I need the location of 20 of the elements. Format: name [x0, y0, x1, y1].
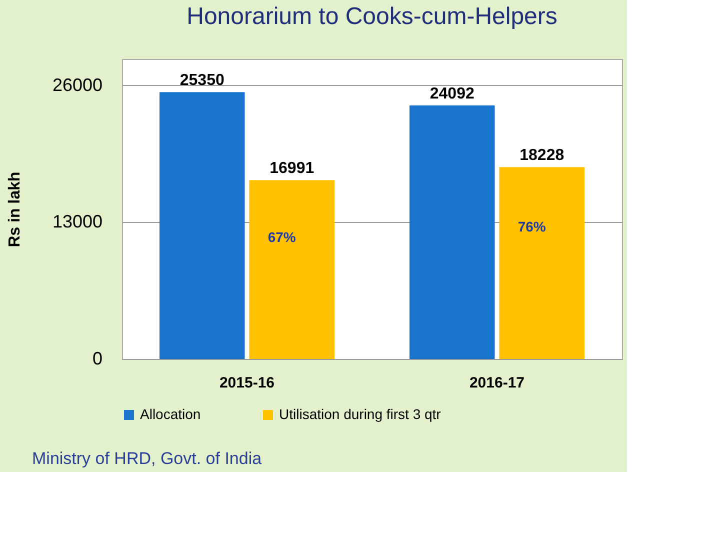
y-tick-label: 13000: [52, 212, 102, 232]
bar: [499, 167, 584, 359]
legend-label: Utilisation during first 3 qtr: [279, 406, 442, 422]
legend-label: Allocation: [140, 406, 201, 422]
bar: [410, 105, 495, 359]
chart-title: Honorarium to Cooks-cum-Helpers: [186, 3, 558, 30]
bar: [249, 180, 334, 359]
text: Ministry of HRD, Govt. of India: [32, 449, 262, 468]
data-label: 16991: [270, 160, 314, 178]
x-tick-label: 2016-17: [469, 374, 525, 392]
y-tick-label: 0: [92, 348, 102, 368]
annotation: 76%: [518, 218, 546, 234]
bar: [160, 92, 245, 359]
x-tick-label: 2015-16: [219, 374, 275, 392]
data-label: 24092: [430, 85, 474, 102]
y-axis-title: Rs in lakh: [6, 172, 24, 248]
annotation: 67%: [268, 228, 296, 245]
data-label: 25350: [180, 72, 224, 90]
data-label: 18228: [520, 147, 564, 164]
y-tick-label: 26000: [52, 74, 102, 95]
